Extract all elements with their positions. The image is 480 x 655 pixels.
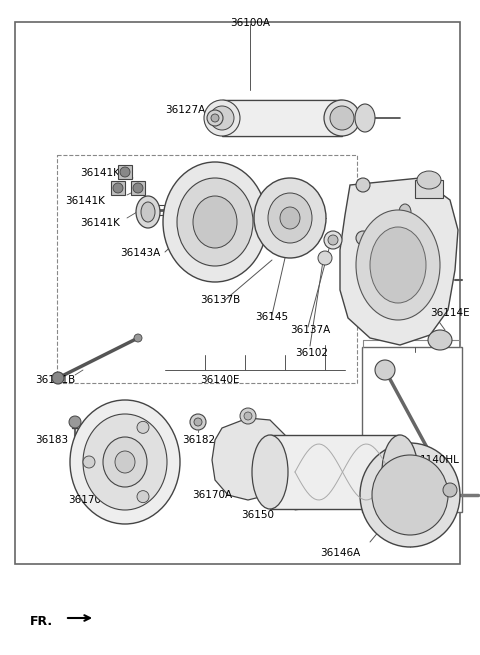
Text: 36141K: 36141K xyxy=(80,218,120,228)
Ellipse shape xyxy=(134,334,142,342)
Text: 36150: 36150 xyxy=(241,510,275,520)
Ellipse shape xyxy=(355,104,375,132)
Ellipse shape xyxy=(133,183,143,193)
Text: 36127A: 36127A xyxy=(165,105,205,115)
Ellipse shape xyxy=(210,106,234,130)
Text: 36170A: 36170A xyxy=(192,490,232,500)
Ellipse shape xyxy=(240,408,256,424)
Ellipse shape xyxy=(360,443,460,547)
Ellipse shape xyxy=(136,196,160,228)
Bar xyxy=(415,180,443,198)
Ellipse shape xyxy=(115,451,135,473)
Ellipse shape xyxy=(141,202,155,222)
Text: 36183: 36183 xyxy=(35,435,68,445)
Ellipse shape xyxy=(70,400,180,524)
Text: FR.: FR. xyxy=(30,615,53,628)
Ellipse shape xyxy=(382,435,418,509)
Ellipse shape xyxy=(328,235,338,245)
Bar xyxy=(111,181,125,195)
Ellipse shape xyxy=(204,100,240,136)
Ellipse shape xyxy=(103,437,147,487)
Ellipse shape xyxy=(211,114,219,122)
Ellipse shape xyxy=(252,435,288,509)
Ellipse shape xyxy=(417,171,441,189)
Ellipse shape xyxy=(268,193,312,243)
Ellipse shape xyxy=(193,196,237,248)
Ellipse shape xyxy=(177,178,253,266)
Ellipse shape xyxy=(254,178,326,258)
Text: 36114E: 36114E xyxy=(430,308,469,318)
Ellipse shape xyxy=(370,227,426,303)
Text: 36146A: 36146A xyxy=(320,548,360,558)
Text: 36100A: 36100A xyxy=(230,18,270,28)
Text: 36141K: 36141K xyxy=(80,168,120,178)
Ellipse shape xyxy=(120,167,130,177)
Text: 1140HL: 1140HL xyxy=(420,455,460,465)
Ellipse shape xyxy=(83,414,167,510)
Text: 36140E: 36140E xyxy=(200,375,240,385)
Ellipse shape xyxy=(428,330,452,350)
Text: 36141K: 36141K xyxy=(65,196,105,206)
Ellipse shape xyxy=(280,207,300,229)
Ellipse shape xyxy=(137,421,149,434)
Text: 36137A: 36137A xyxy=(290,325,330,335)
Ellipse shape xyxy=(443,483,457,497)
Ellipse shape xyxy=(399,204,411,220)
Text: 36102: 36102 xyxy=(295,348,328,358)
Text: 36182: 36182 xyxy=(182,435,215,445)
Ellipse shape xyxy=(69,416,81,428)
Bar xyxy=(57,155,357,383)
Ellipse shape xyxy=(190,414,206,430)
Ellipse shape xyxy=(330,106,354,130)
Ellipse shape xyxy=(372,455,448,535)
Bar xyxy=(118,165,132,179)
Bar xyxy=(270,435,400,509)
Bar xyxy=(222,100,342,136)
Ellipse shape xyxy=(375,360,395,380)
Text: 36170: 36170 xyxy=(68,495,101,505)
Ellipse shape xyxy=(52,372,64,384)
Text: 36143A: 36143A xyxy=(120,248,160,258)
Ellipse shape xyxy=(356,210,440,320)
Polygon shape xyxy=(212,418,288,500)
Ellipse shape xyxy=(356,178,370,192)
Ellipse shape xyxy=(137,491,149,502)
Ellipse shape xyxy=(244,412,252,420)
Ellipse shape xyxy=(194,418,202,426)
Ellipse shape xyxy=(83,456,95,468)
Ellipse shape xyxy=(163,162,267,282)
Ellipse shape xyxy=(356,231,370,245)
Ellipse shape xyxy=(324,100,360,136)
Bar xyxy=(15,22,460,564)
Ellipse shape xyxy=(207,110,223,126)
Text: 36145: 36145 xyxy=(255,312,288,322)
Text: 36181B: 36181B xyxy=(35,375,75,385)
Ellipse shape xyxy=(318,251,332,265)
Bar xyxy=(131,181,145,195)
Polygon shape xyxy=(340,178,458,345)
Ellipse shape xyxy=(324,231,342,249)
Text: 36137B: 36137B xyxy=(200,295,240,305)
Bar xyxy=(362,347,462,512)
Ellipse shape xyxy=(113,183,123,193)
